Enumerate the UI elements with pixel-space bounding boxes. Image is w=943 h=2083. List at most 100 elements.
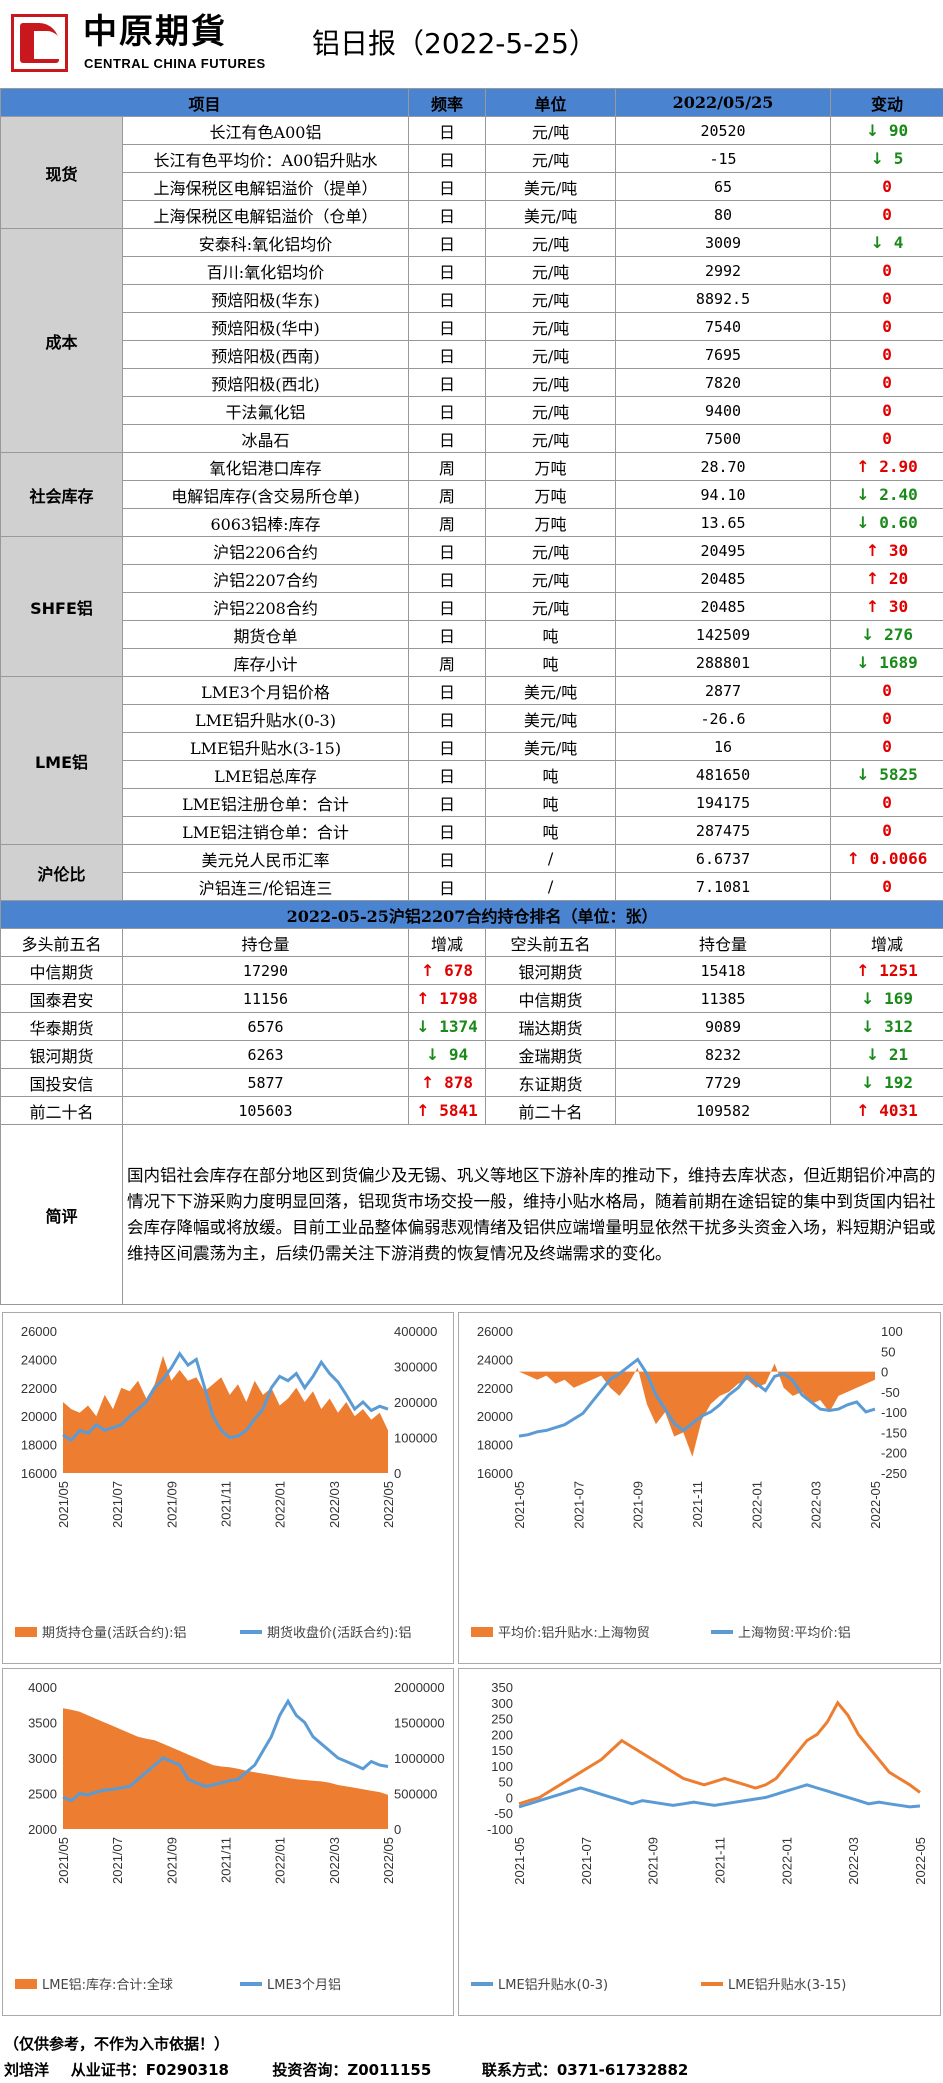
- short-change: ↑ 4031: [830, 1096, 943, 1125]
- y-left-tick-label: 100: [491, 1759, 513, 1774]
- table-row: 沪伦比 美元兑人民币汇率日/6.6737 ↑ 0.0066: [0, 844, 943, 901]
- change-value: 0: [882, 429, 892, 448]
- table-row: 6063铝棒:库存周万吨 13.65 ↓ 0.60: [1, 508, 943, 537]
- change-value: 0: [882, 681, 892, 700]
- change-value: 0: [882, 737, 892, 756]
- y-right-tick-label: 2000000: [394, 1680, 445, 1695]
- arrow-up-icon: ↑: [416, 989, 430, 1008]
- value: 8892.5: [615, 284, 832, 313]
- y-right-tick-label: 0: [881, 1365, 888, 1380]
- indicator-name: LME铝升贴水(3-15): [121, 732, 410, 761]
- series-line: [62, 1350, 389, 1443]
- y-left-tick-label: 18000: [477, 1438, 513, 1453]
- table-row: 预焙阳极(华东) 日元/吨 8892.5 0: [1, 284, 943, 313]
- value: 3009: [615, 228, 832, 257]
- frequency: 日: [408, 228, 487, 257]
- arrow-up-icon: ↑: [846, 849, 860, 868]
- value: 2992: [615, 256, 832, 285]
- y-right-tick-label: -100: [881, 1405, 907, 1420]
- change-value: 0: [882, 205, 892, 224]
- change-value: 0: [882, 793, 892, 812]
- ranking-header-row: 多头前五名 持仓量 增减 空头前五名 持仓量 增减: [0, 928, 943, 957]
- arrow-down-icon: ↓: [865, 1045, 880, 1064]
- table-row: 现货 长江有色A00铝日元/吨 20520 ↓ 90: [0, 116, 943, 229]
- x-tick-label: 2022/03: [327, 1481, 342, 1528]
- long-broker: 国投安信: [0, 1068, 123, 1097]
- comment-label: 简评: [0, 1124, 123, 1305]
- change-value: 0: [882, 709, 892, 728]
- series-line: [518, 1783, 921, 1809]
- change-cell: ↑ 20: [830, 564, 943, 593]
- x-tick-label: 2021/07: [110, 1837, 125, 1884]
- logo-chinese-text: 中原期貨: [83, 12, 227, 52]
- arrow-up-icon: ↑: [856, 961, 870, 980]
- table-row: 预焙阳极(西南) 日元/吨 7695 0: [1, 340, 943, 369]
- value: 6.6737: [615, 844, 832, 873]
- change-cell: ↓ 2.40: [830, 480, 943, 509]
- value: 287475: [615, 816, 832, 845]
- x-tick-label: 2022/05: [381, 1837, 396, 1884]
- x-tick-label: 2021-07: [579, 1837, 594, 1885]
- value: 20485: [615, 592, 832, 621]
- y-left-tick-label: 22000: [21, 1381, 57, 1396]
- long-broker: 国泰君安: [0, 984, 123, 1013]
- frequency: 周: [408, 452, 487, 481]
- header-freq: 频率: [408, 88, 487, 117]
- table-row: LME铝总库存日吨 481650 ↓ 5825: [1, 760, 943, 789]
- short-broker: 东证期货: [485, 1068, 617, 1097]
- long-broker: 银河期货: [0, 1040, 123, 1069]
- arrow-up-icon: ↑: [856, 1101, 870, 1120]
- x-tick-label: 2021-09: [646, 1837, 661, 1885]
- series-area: [63, 1708, 388, 1829]
- series-area: [519, 1363, 875, 1457]
- y-left-tick-label: 2500: [28, 1787, 57, 1802]
- value: 94.10: [615, 480, 832, 509]
- ranking-row: 中信期货 17290 ↑ 678 银河期货 15418 ↑ 1251: [0, 956, 943, 985]
- change-cell: 0: [830, 704, 943, 733]
- unit: 元/吨: [485, 256, 617, 285]
- short-change: ↓ 169: [830, 984, 943, 1013]
- arrow-down-icon: ↓: [870, 149, 885, 168]
- y-left-tick-label: 3000: [28, 1751, 57, 1766]
- indicator-name: LME铝总库存: [121, 760, 410, 789]
- short-position: 15418: [615, 956, 832, 985]
- change-cell: 0: [830, 172, 943, 201]
- value: 7540: [615, 312, 832, 341]
- long-broker: 中信期货: [0, 956, 123, 985]
- indicator-name: 上海保税区电解铝溢价（提单）: [121, 172, 410, 201]
- disclaimer-text: （仅供参考，不作为入市依据！）: [4, 2035, 230, 2053]
- change-cell: ↓ 5: [830, 144, 943, 173]
- indicator-name: 美元兑人民币汇率: [121, 844, 410, 873]
- y-right-tick-label: -50: [881, 1385, 900, 1400]
- chart-panel-2: 16000 18000 20000 22000 24000 26000 -250 -200 -1…: [458, 1312, 941, 1664]
- table-row: 干法氟化铝日元/吨 9400 0: [1, 396, 943, 425]
- long-position: 11156: [121, 984, 410, 1013]
- frequency: 日: [408, 200, 487, 229]
- y-right-tick-label: 50: [881, 1344, 895, 1359]
- unit: 美元/吨: [485, 732, 617, 761]
- table-row: LME铝注册仓单：合计日吨 194175 0: [1, 788, 943, 817]
- value: 28.70: [615, 452, 832, 481]
- y-right-tick-label: 500000: [394, 1787, 437, 1802]
- x-tick-label: 2022/05: [381, 1481, 396, 1528]
- y-left-tick-label: 350: [491, 1680, 513, 1695]
- chart-panel-4: -100 -50 0 50 100 150 200 250 300 350 2021-05 2021-…: [458, 1668, 941, 2016]
- category-label: 成本: [0, 228, 123, 453]
- x-tick-label: 2021/05: [56, 1837, 71, 1884]
- frequency: 日: [408, 704, 487, 733]
- long-broker: 前二十名: [0, 1096, 123, 1125]
- y-right-tick-label: 100: [881, 1324, 903, 1339]
- frequency: 日: [408, 592, 487, 621]
- x-tick-label: 2022/01: [273, 1837, 288, 1884]
- value: 288801: [615, 648, 832, 677]
- indicator-name: 电解铝库存(含交易所仓单): [121, 480, 410, 509]
- y-right-tick-label: 400000: [394, 1324, 437, 1339]
- legend-label: LME铝升贴水(3-15): [728, 1978, 846, 1993]
- y-left-tick-label: 20000: [21, 1409, 57, 1424]
- indicator-name: LME铝注销仓单：合计: [121, 816, 410, 845]
- x-tick-label: 2022-01: [749, 1481, 764, 1529]
- category-label: 沪伦比: [0, 844, 123, 901]
- change-cell: ↓ 1689: [830, 648, 943, 677]
- unit: 元/吨: [485, 312, 617, 341]
- short-broker: 前二十名: [485, 1096, 617, 1125]
